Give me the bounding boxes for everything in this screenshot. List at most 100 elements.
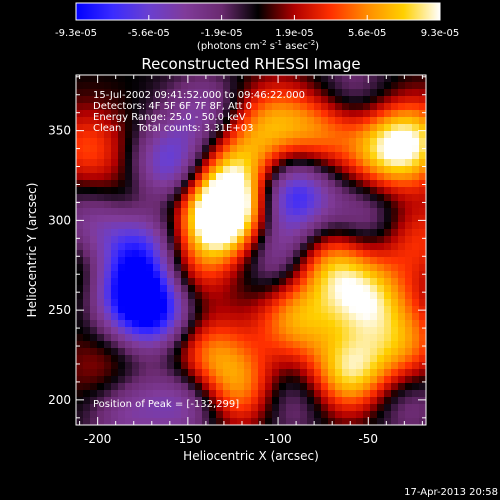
heatmap-cell (153, 124, 161, 132)
heatmap-cell (363, 138, 371, 146)
heatmap-cell (412, 138, 420, 146)
heatmap-cell (286, 96, 294, 104)
heatmap-cell (405, 257, 413, 265)
heatmap-cell (370, 194, 378, 202)
heatmap-cell (300, 110, 308, 118)
heatmap-cell (314, 180, 322, 188)
heatmap-cell (90, 376, 98, 384)
heatmap-cell (377, 257, 385, 265)
heatmap-cell (342, 327, 350, 335)
heatmap-cell (300, 236, 308, 244)
heatmap-cell (419, 222, 426, 230)
heatmap-cell (230, 166, 238, 174)
heatmap-cell (335, 285, 343, 293)
heatmap-cell (370, 306, 378, 314)
heatmap-cell (384, 348, 392, 356)
heatmap-cell (265, 264, 273, 272)
heatmap-cell (384, 103, 392, 111)
heatmap-cell (90, 215, 98, 223)
heatmap-cell (188, 82, 196, 90)
heatmap-cell (111, 292, 119, 300)
heatmap-cell (76, 124, 84, 132)
heatmap-cell (83, 194, 91, 202)
heatmap-cell (384, 313, 392, 321)
heatmap-cell (195, 194, 203, 202)
heatmap-cell (391, 215, 399, 223)
heatmap-cell (405, 383, 413, 391)
heatmap-cell (265, 159, 273, 167)
heatmap-cell (384, 418, 392, 425)
heatmap-cell (412, 271, 420, 279)
heatmap-cell (377, 362, 385, 370)
heatmap-cell (111, 341, 119, 349)
heatmap-cell (139, 306, 147, 314)
heatmap-cell (363, 264, 371, 272)
y-axis-label: Heliocentric Y (arcsec) (25, 183, 39, 318)
heatmap-cell (160, 313, 168, 321)
heatmap-cell (146, 89, 154, 97)
heatmap-cell (377, 103, 385, 111)
heatmap-cell (90, 96, 98, 104)
heatmap-cell (146, 327, 154, 335)
heatmap-cell (90, 152, 98, 160)
heatmap-cell (419, 110, 426, 118)
heatmap-cell (230, 215, 238, 223)
heatmap-cell (398, 103, 406, 111)
heatmap-cell (300, 376, 308, 384)
heatmap-cell (356, 341, 364, 349)
heatmap-cell (132, 383, 140, 391)
heatmap-cell (335, 117, 343, 125)
heatmap-cell (405, 376, 413, 384)
heatmap-cell (314, 313, 322, 321)
heatmap-cell (300, 306, 308, 314)
heatmap-cell (132, 159, 140, 167)
heatmap-cell (405, 201, 413, 209)
heatmap-cell (209, 285, 217, 293)
heatmap-cell (202, 390, 210, 398)
heatmap-cell (202, 397, 210, 405)
heatmap-cell (363, 411, 371, 419)
heatmap-cell (244, 341, 252, 349)
heatmap-cell (153, 355, 161, 363)
heatmap-cell (83, 173, 91, 181)
heatmap-cell (405, 215, 413, 223)
heatmap-cell (328, 180, 336, 188)
heatmap-cell (97, 278, 105, 286)
heatmap-cell (335, 313, 343, 321)
heatmap-cell (202, 376, 210, 384)
heatmap-cell (160, 243, 168, 251)
heatmap-cell (251, 264, 259, 272)
heatmap-cell (349, 96, 357, 104)
heatmap-cell (307, 201, 315, 209)
heatmap-cell (181, 327, 189, 335)
heatmap-cell (104, 187, 112, 195)
heatmap-cell (216, 229, 224, 237)
heatmap-cell (146, 362, 154, 370)
heatmap-cell (335, 418, 343, 425)
heatmap-cell (391, 264, 399, 272)
heatmap-cell (181, 285, 189, 293)
heatmap-cell (258, 334, 266, 342)
heatmap-cell (321, 89, 329, 97)
heatmap-cell (321, 341, 329, 349)
heatmap-cell (223, 187, 231, 195)
heatmap-cell (195, 208, 203, 216)
heatmap-cell (258, 103, 266, 111)
heatmap-cell (321, 187, 329, 195)
heatmap-cell (314, 320, 322, 328)
heatmap-cell (328, 187, 336, 195)
heatmap-cell (370, 187, 378, 195)
heatmap-cell (181, 306, 189, 314)
heatmap-cell (125, 229, 133, 237)
heatmap-cell (293, 152, 301, 160)
heatmap-cell (223, 110, 231, 118)
heatmap-cell (363, 390, 371, 398)
heatmap-cell (356, 103, 364, 111)
heatmap-cell (272, 341, 280, 349)
heatmap-cell (300, 285, 308, 293)
heatmap-cell (139, 257, 147, 265)
heatmap-cell (83, 208, 91, 216)
heatmap-cell (195, 229, 203, 237)
heatmap-cell (279, 208, 287, 216)
heatmap-cell (125, 201, 133, 209)
